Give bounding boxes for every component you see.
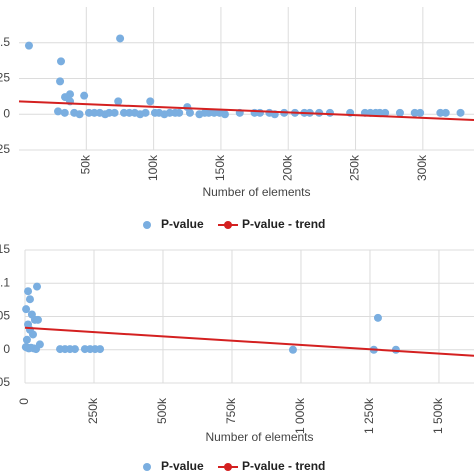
point <box>57 57 65 66</box>
point <box>29 330 38 339</box>
point <box>441 108 450 117</box>
point <box>116 34 125 43</box>
x-tick-label: 250k <box>86 397 100 424</box>
legend-label: P-value <box>161 459 204 473</box>
point <box>22 305 31 314</box>
x-tick-label: 1 500k <box>431 397 445 434</box>
x-tick-label: 200k <box>280 154 294 181</box>
y-tick-label: -0.25 <box>0 142 10 156</box>
point <box>146 97 155 106</box>
point <box>75 110 84 119</box>
legend-label: P-value <box>161 217 204 231</box>
point <box>54 107 63 116</box>
y-tick-label: 0 <box>3 342 10 356</box>
point <box>70 345 79 354</box>
point <box>56 77 65 86</box>
point <box>381 108 390 117</box>
x-tick-label: 1 000k <box>293 397 307 434</box>
point <box>25 295 34 304</box>
point <box>24 41 33 50</box>
point <box>114 97 123 106</box>
x-tick-label: 0 <box>17 398 31 405</box>
x-tick-label: 250k <box>348 154 362 181</box>
point <box>66 90 75 99</box>
x-tick-label: 100k <box>146 154 160 181</box>
point <box>288 345 297 354</box>
x-tick-label: 750k <box>224 397 238 424</box>
point <box>33 282 42 291</box>
legend-marker <box>224 221 232 229</box>
point <box>220 110 229 119</box>
x-tick-label: 1 250k <box>362 397 376 434</box>
x-tick-label: 50k <box>78 154 92 174</box>
legend-label: P-value - trend <box>242 459 325 473</box>
point <box>373 313 382 322</box>
point <box>60 108 69 117</box>
point <box>456 108 465 117</box>
point <box>96 345 105 354</box>
y-tick-label: 0.25 <box>0 71 10 85</box>
y-tick-label: 0 <box>3 106 10 120</box>
point <box>22 335 31 344</box>
point <box>325 108 334 117</box>
point <box>185 108 194 117</box>
y-tick-label: 0.05 <box>0 309 10 323</box>
trend-line <box>24 326 474 357</box>
trend-line <box>18 100 474 121</box>
x-axis-title: Number of elements <box>205 430 313 444</box>
y-tick-label: -0.05 <box>0 375 10 389</box>
point <box>24 287 33 296</box>
point <box>255 108 264 117</box>
legend-label: P-value - trend <box>242 217 325 231</box>
point <box>33 315 42 324</box>
x-tick-label: 500k <box>155 397 169 424</box>
x-tick-label: 300k <box>415 154 429 181</box>
point <box>80 91 89 100</box>
y-tick-label: 0.5 <box>0 35 10 49</box>
legend-marker <box>143 221 151 229</box>
point <box>110 108 119 117</box>
legend-marker <box>224 463 232 471</box>
y-tick-label: 0.15 <box>0 242 10 256</box>
x-tick-label: 150k <box>213 154 227 181</box>
point <box>395 108 404 117</box>
legend-marker <box>143 463 151 471</box>
point <box>175 108 184 117</box>
point <box>32 345 41 354</box>
point <box>416 108 425 117</box>
point <box>141 108 150 117</box>
x-axis-title: Number of elements <box>202 185 310 199</box>
y-tick-label: 0.1 <box>0 275 10 289</box>
